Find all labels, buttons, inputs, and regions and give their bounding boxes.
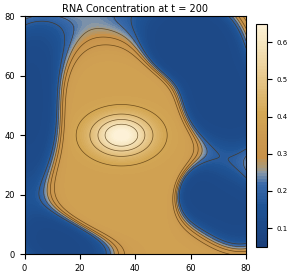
Title: RNA Concentration at t = 200: RNA Concentration at t = 200 [62,4,208,14]
